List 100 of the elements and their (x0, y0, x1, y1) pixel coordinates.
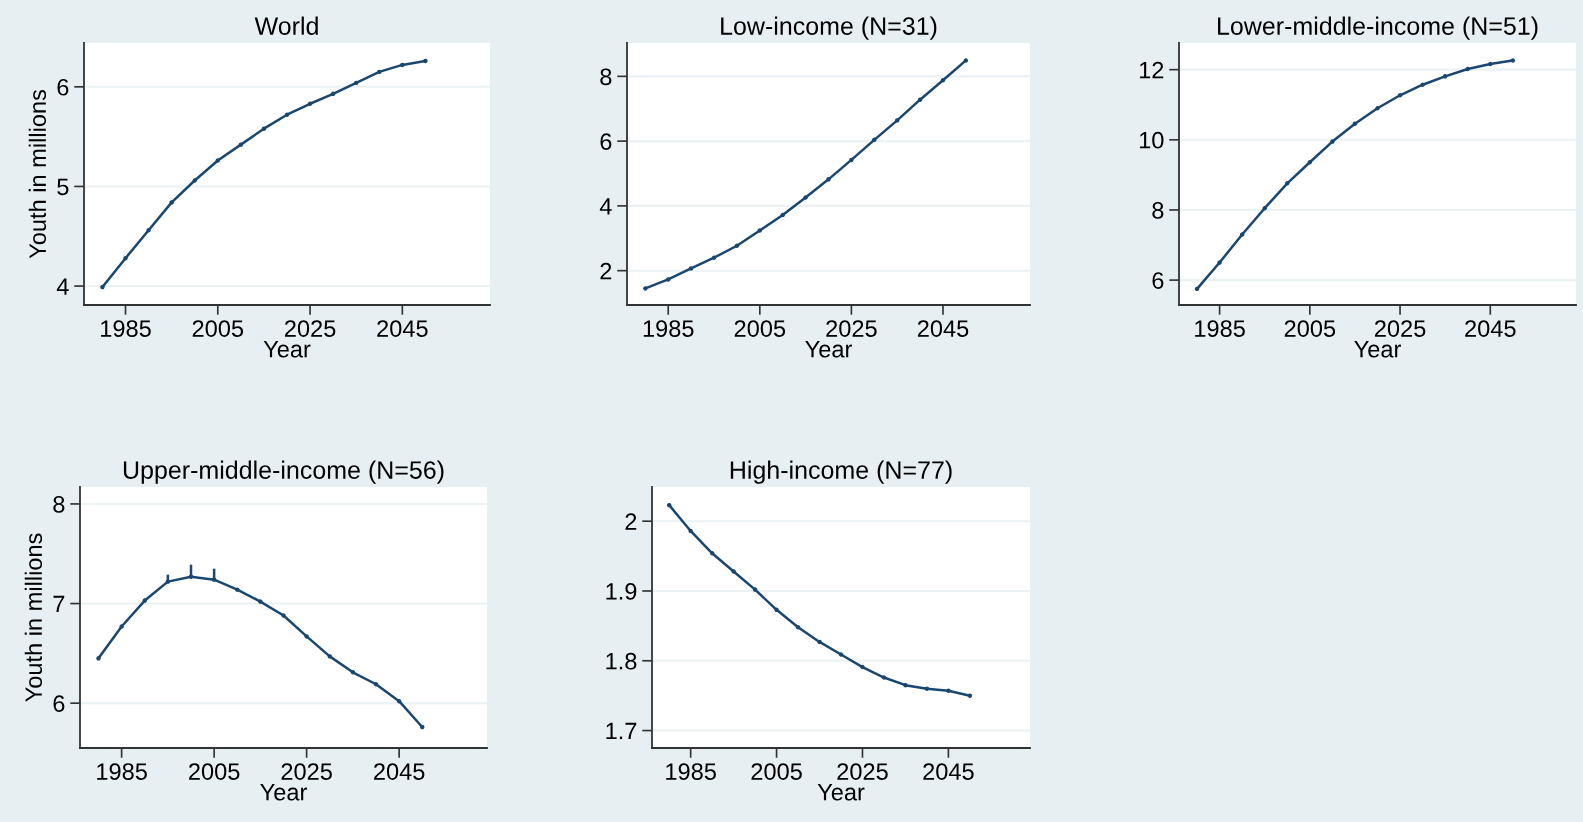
point (1352, 121, 1358, 126)
y-tick-label: 4 (599, 198, 612, 215)
point (1285, 181, 1290, 186)
point (903, 682, 908, 688)
point (860, 664, 865, 670)
x-tick-label: 1985 (643, 320, 694, 337)
x-tick-label: 2025 (1374, 320, 1426, 337)
x-tick-label: 2045 (374, 763, 425, 780)
x-tick-label: 2025 (837, 763, 888, 780)
x-tick-label: 1985 (1195, 320, 1245, 337)
x-tick-label: 1985 (666, 763, 716, 780)
point (119, 624, 124, 629)
point (420, 724, 425, 730)
x-tick-label: 2005 (751, 763, 802, 780)
point (643, 286, 648, 291)
point (757, 228, 763, 233)
point (688, 528, 693, 534)
point (803, 195, 808, 200)
point (281, 613, 286, 618)
x-tick-label: 2005 (734, 320, 786, 337)
point (711, 255, 717, 260)
point (1239, 232, 1245, 237)
point (752, 587, 758, 592)
point (946, 688, 951, 693)
chart-title: Upper-middle-income (N=56) (123, 460, 444, 484)
point (373, 682, 379, 687)
point (1488, 61, 1493, 67)
point (688, 266, 694, 271)
point (235, 587, 240, 592)
point (709, 551, 715, 556)
y-tick-label: 1.9 (606, 583, 637, 600)
point (666, 502, 672, 508)
point (817, 639, 822, 645)
point (826, 177, 831, 182)
point (924, 686, 930, 691)
chart-title: Lower-middle-income (N=51) (1218, 16, 1538, 40)
point (967, 693, 973, 698)
point (1375, 106, 1380, 111)
point (327, 654, 332, 659)
point (1194, 286, 1200, 292)
chart-title: World (254, 16, 318, 35)
point (1330, 139, 1335, 144)
point (1465, 66, 1470, 72)
y-tick-label: 7 (53, 595, 65, 613)
point (284, 112, 290, 117)
point (100, 284, 105, 290)
y-tick-label: 8 (600, 68, 612, 86)
point (731, 569, 736, 574)
y-tick-label: 4 (56, 278, 69, 295)
point (734, 243, 740, 248)
y-tick-label: 6 (1152, 272, 1164, 289)
y-tick-label: 6 (600, 133, 612, 150)
point (780, 212, 785, 218)
point (142, 598, 147, 603)
point (1420, 82, 1425, 87)
y-tick-label: 6 (57, 78, 69, 96)
x-axis-title: Year (263, 341, 311, 358)
x-tick-label: 2025 (285, 320, 336, 337)
x-tick-label: 2025 (281, 763, 332, 780)
x-tick-label: 2045 (1465, 320, 1516, 337)
point (258, 599, 263, 604)
x-tick-label: 2045 (377, 320, 428, 337)
y-tick-label: 10 (1139, 131, 1164, 149)
point (192, 178, 197, 183)
y-axis-title: Youth in millions (24, 533, 43, 702)
y-axis-title: Youth in millions (28, 89, 47, 259)
point (894, 118, 900, 123)
point (665, 277, 671, 282)
point (400, 62, 405, 68)
point (1442, 74, 1448, 79)
point (795, 625, 801, 630)
x-tick-label: 2045 (917, 320, 969, 337)
point (307, 101, 313, 106)
point (304, 634, 309, 639)
x-tick-label: 1985 (97, 763, 147, 780)
point (872, 137, 877, 143)
point (774, 607, 779, 613)
x-tick-label: 2045 (923, 763, 974, 780)
point (96, 656, 101, 661)
point (377, 69, 382, 75)
point (353, 80, 359, 86)
point (1217, 260, 1222, 265)
point (1307, 160, 1313, 165)
x-tick-label: 1985 (101, 320, 151, 337)
y-tick-label: 5 (57, 178, 69, 196)
y-tick-label: 2 (625, 513, 637, 530)
x-tick-label: 2005 (1284, 320, 1336, 337)
point (169, 200, 174, 205)
point (350, 670, 356, 675)
point (123, 255, 128, 261)
y-tick-label: 6 (53, 695, 65, 712)
point (1262, 205, 1267, 211)
point (238, 142, 244, 147)
x-axis-title: Year (805, 341, 852, 358)
x-axis-title: Year (1354, 341, 1401, 358)
point (330, 91, 336, 97)
x-axis-title: Year (817, 784, 865, 801)
x-tick-label: 2005 (189, 763, 240, 780)
chart-title: Low-income (N=31) (721, 16, 937, 40)
point (917, 97, 923, 102)
